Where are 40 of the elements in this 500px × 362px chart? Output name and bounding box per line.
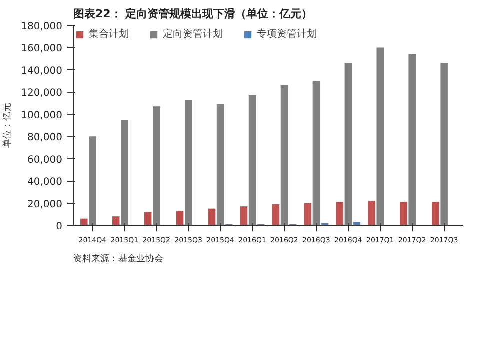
y-tick-label: 60,000 (28, 154, 63, 166)
bar (80, 218, 88, 226)
y-tick-label: 140,000 (21, 66, 63, 77)
legend-label: 定向资管计划 (163, 28, 223, 41)
bar (240, 206, 248, 226)
bar (208, 208, 216, 226)
bar (184, 100, 192, 226)
bar (89, 136, 96, 226)
bar (368, 201, 376, 226)
bar (272, 204, 280, 226)
bar (304, 203, 312, 226)
bar (152, 106, 160, 226)
y-tick-label: 80,000 (28, 132, 63, 144)
bar (440, 63, 448, 226)
bar (176, 211, 184, 226)
y-tick-label: 160,000 (21, 44, 63, 55)
text: 资料来源：基金业协会 (74, 254, 164, 264)
bar (408, 54, 416, 226)
bar (280, 86, 288, 226)
legend-label: 专项资管计划 (257, 28, 317, 41)
bar (344, 63, 352, 226)
y-tick-label: 20,000 (28, 199, 63, 210)
bar (248, 96, 256, 226)
bar (400, 202, 408, 226)
bar (312, 81, 320, 226)
y-axis-title: 单位：亿元 (2, 103, 14, 148)
legend-label: 集合计划 (89, 28, 129, 41)
bar (144, 212, 152, 226)
chart-title: 图表22： 定向资管规模出现下滑（单位：亿元） (74, 8, 313, 20)
y-tick-label: 40,000 (28, 177, 63, 188)
bar (376, 48, 384, 226)
y-tick-label: 100,000 (21, 110, 63, 122)
y-tick-label: 120,000 (21, 88, 63, 100)
y-tick-label: 180,000 (21, 22, 63, 32)
bar (432, 202, 440, 226)
y-tick-label: 0 (56, 222, 63, 232)
bar (112, 216, 120, 226)
bar (336, 202, 344, 226)
bar (216, 104, 224, 226)
bar (121, 120, 128, 226)
